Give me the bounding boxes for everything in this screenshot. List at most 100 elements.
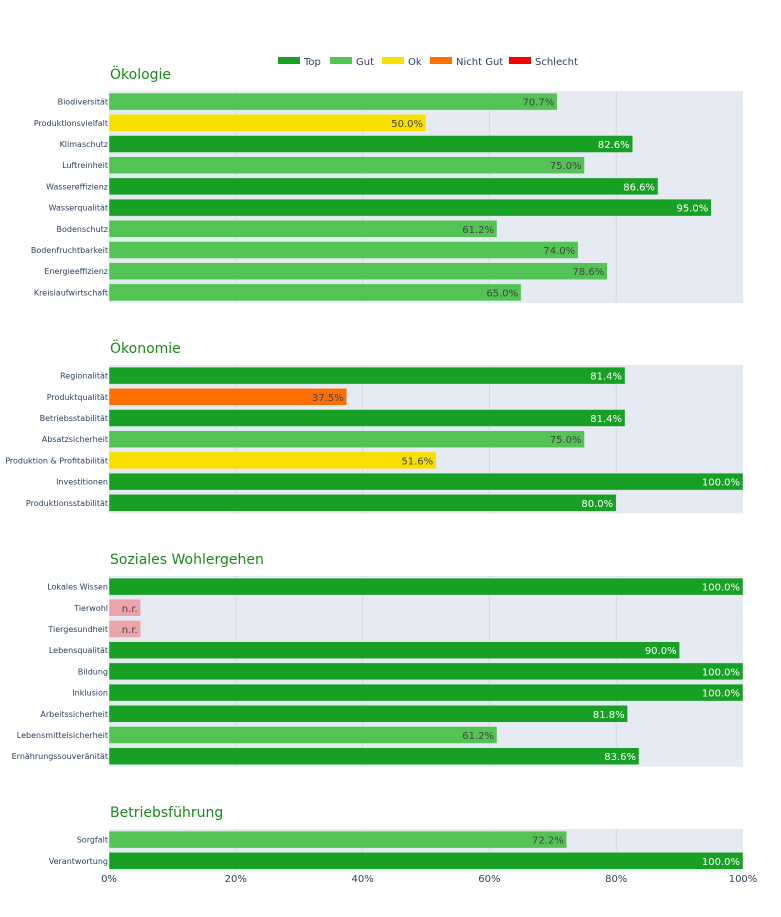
section-title: Betriebsführung	[110, 805, 223, 821]
data-label: 51.6%	[401, 456, 433, 467]
y-tick-label: Produktionsstabilität	[26, 499, 108, 508]
bar[interactable]	[108, 156, 585, 174]
bar[interactable]	[108, 599, 141, 617]
y-tick-label: Luftreinheit	[62, 161, 108, 170]
data-label: 81.4%	[590, 372, 622, 383]
section-title: Soziales Wohlergehen	[110, 552, 264, 568]
y-tick-label: Sorgfalt	[77, 836, 108, 845]
x-tick-label: 20%	[225, 874, 247, 885]
data-label: 100.0%	[702, 583, 740, 594]
legend-swatch	[278, 57, 300, 64]
y-tick-label: Ernährungssouveränität	[12, 752, 108, 761]
section-title: Ökologie	[110, 65, 171, 83]
legend: Top Gut Ok Nicht Gut Schlecht	[278, 57, 578, 68]
bar[interactable]	[108, 241, 579, 259]
y-tick-label: Regionalität	[60, 372, 108, 381]
bar[interactable]	[108, 747, 640, 765]
bar[interactable]	[108, 472, 744, 491]
y-tick-label: Klimaschutz	[60, 140, 108, 149]
data-label: 75.0%	[550, 435, 582, 446]
y-tick-label: Produktion & Profitabilität	[5, 456, 108, 465]
bar[interactable]	[108, 494, 617, 512]
y-tick-label: Bildung	[78, 667, 108, 676]
legend-label: Top	[303, 57, 321, 68]
bar[interactable]	[108, 577, 744, 596]
x-axis: 0% 20% 40% 60% 80% 100%	[101, 874, 757, 885]
data-label: 72.2%	[532, 836, 564, 847]
data-label: 80.0%	[581, 499, 613, 510]
legend-swatch	[382, 57, 404, 64]
bar[interactable]	[108, 262, 608, 280]
section-3: Betriebsführung Sorgfalt 72.2% Verantwortun…	[49, 805, 744, 872]
y-tick-label: Verantwortung	[49, 857, 108, 866]
data-label: 100.0%	[702, 667, 740, 678]
bar[interactable]	[108, 135, 633, 153]
bar[interactable]	[108, 220, 498, 238]
legend-label: Gut	[356, 57, 374, 68]
y-tick-label: Tierwohl	[73, 604, 108, 613]
legend-label: Ok	[408, 57, 422, 68]
bar[interactable]	[108, 409, 626, 427]
y-tick-label: Betriebsstabilität	[40, 414, 108, 423]
bar[interactable]	[108, 852, 744, 870]
bar[interactable]	[108, 430, 585, 448]
bar[interactable]	[108, 830, 567, 849]
y-tick-label: Inklusion	[72, 689, 108, 698]
bar[interactable]	[108, 683, 744, 702]
bar[interactable]	[108, 366, 626, 385]
bar[interactable]	[108, 114, 427, 132]
data-label: 61.2%	[462, 225, 494, 236]
y-tick-label: Produktqualität	[47, 393, 108, 402]
bar[interactable]	[108, 641, 680, 659]
data-label: 100.0%	[702, 478, 740, 489]
x-tick-label: 40%	[351, 874, 373, 885]
data-label: 78.6%	[573, 267, 605, 278]
data-label: 75.0%	[550, 161, 582, 172]
bar[interactable]	[108, 198, 712, 217]
bar[interactable]	[108, 283, 522, 302]
section-2: Soziales Wohlergehen Lokales Wissen 100.0%…	[12, 552, 744, 767]
legend-item-gut[interactable]: Gut	[330, 57, 374, 68]
data-label: 50.0%	[391, 119, 423, 130]
y-tick-label: Wassereffizienz	[46, 182, 108, 191]
legend-label: Schlecht	[535, 57, 578, 68]
bar[interactable]	[108, 620, 141, 638]
bar[interactable]	[108, 388, 347, 406]
bar[interactable]	[108, 451, 437, 470]
data-label: 95.0%	[677, 204, 709, 215]
section-1: Ökonomie Regionalität 81.4% Produktqualität…	[5, 339, 744, 514]
y-tick-label: Tiergesundheit	[47, 625, 108, 634]
legend-item-schlecht[interactable]: Schlecht	[509, 57, 578, 68]
y-tick-label: Produktionsvielfalt	[34, 119, 108, 128]
data-label: 61.2%	[462, 731, 494, 742]
data-label: 100.0%	[702, 857, 740, 868]
y-tick-label: Lebensqualität	[49, 646, 108, 655]
legend-item-ok[interactable]: Ok	[382, 57, 422, 68]
bar[interactable]	[108, 92, 558, 111]
data-label: 100.0%	[702, 689, 740, 700]
legend-item-nicht-gut[interactable]: Nicht Gut	[430, 57, 503, 68]
data-label: 81.8%	[593, 710, 625, 721]
data-label: 37.5%	[312, 393, 344, 404]
data-label: n.r.	[122, 604, 138, 615]
x-tick-label: 100%	[729, 874, 758, 885]
bar[interactable]	[108, 726, 498, 744]
data-label: 74.0%	[543, 246, 575, 257]
legend-item-top[interactable]: Top	[278, 57, 321, 68]
data-label: 70.7%	[522, 98, 554, 109]
data-label: n.r.	[122, 625, 138, 636]
data-label: 81.4%	[590, 414, 622, 425]
y-tick-label: Bodenfruchtbarkeit	[31, 246, 108, 255]
legend-swatch	[509, 57, 531, 64]
y-tick-label: Bodenschutz	[57, 225, 109, 234]
y-tick-label: Kreislaufwirtschaft	[34, 288, 108, 297]
bar[interactable]	[108, 705, 628, 723]
bar[interactable]	[108, 177, 659, 196]
x-tick-label: 80%	[605, 874, 627, 885]
data-label: 83.6%	[604, 752, 636, 763]
section-title: Ökonomie	[110, 339, 181, 357]
y-tick-label: Investitionen	[56, 478, 108, 487]
bar[interactable]	[108, 662, 744, 681]
y-tick-label: Energieeffizienz	[44, 267, 108, 276]
y-tick-label: Biodiversität	[58, 98, 108, 107]
